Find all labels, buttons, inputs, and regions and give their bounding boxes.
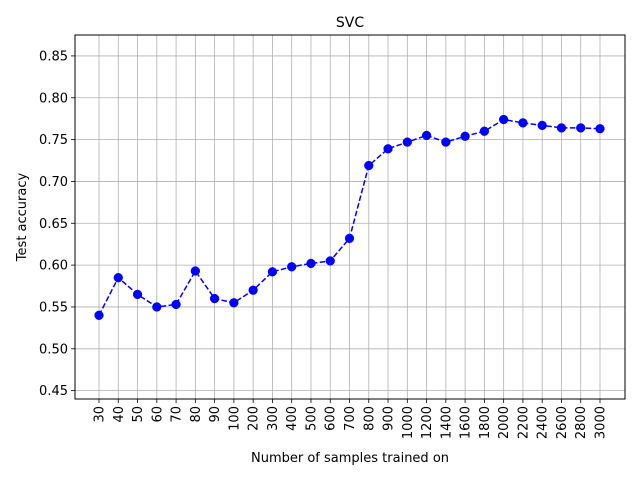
y-tick-label: 0.80 [39,91,68,106]
data-point [518,118,528,128]
x-tick-label: 80 [189,406,204,423]
x-tick-label: 400 [285,406,300,431]
data-point [152,302,162,312]
y-tick-label: 0.60 [39,259,68,274]
x-tick-label: 30 [93,406,108,423]
data-point [190,266,200,276]
x-tick-label: 700 [343,406,358,431]
x-tick-label: 2000 [497,406,512,439]
data-point [595,124,605,134]
data-point [441,137,451,147]
y-axis-title: Test accuracy [15,173,30,263]
x-tick-label: 70 [170,406,185,423]
x-tick-label: 2400 [536,406,551,439]
x-tick-label: 600 [324,406,339,431]
data-point [248,285,258,295]
data-point [499,114,509,125]
data-point [537,120,547,131]
data-point [287,262,297,272]
y-tick-label: 0.50 [39,342,68,357]
x-tick-label: 90 [208,406,223,423]
y-tick-label: 0.85 [39,49,68,64]
data-point [113,273,123,283]
x-tick-label: 100 [227,406,242,431]
data-point [479,126,490,136]
data-point [460,131,470,141]
plot-frame [74,34,626,400]
data-point [132,289,143,300]
x-tick-label: 1400 [439,406,454,439]
x-tick-label: 60 [150,406,165,423]
data-point [209,293,220,304]
x-axis-title: Number of samples trained on [251,451,449,466]
data-point [94,310,104,320]
data-point [364,160,374,171]
x-tick-label: 1000 [401,406,416,439]
chart-title: SVC [336,15,364,31]
data-point [267,267,278,277]
y-tick-label: 0.45 [39,384,68,399]
x-tick-label: 300 [266,406,281,431]
x-tick-label: 2800 [574,406,589,439]
y-tick-label: 0.70 [39,175,68,190]
data-point [576,123,586,133]
x-axis: 30 40 50 60 70 80 90 100 200 300 400 500 600 700 800 90… [93,399,609,439]
x-tick-label: 200 [247,406,262,431]
x-tick-label: 50 [131,406,146,423]
x-tick-label: 40 [112,406,127,423]
grid [75,35,625,399]
x-tick-label: 1200 [420,406,435,439]
y-tick-label: 0.75 [39,133,68,148]
data-point [306,258,316,269]
x-tick-label: 1800 [478,406,493,439]
x-tick-label: 2200 [516,406,531,439]
data-point [383,144,393,154]
series-markers [94,114,605,320]
data-point [421,130,432,141]
x-tick-label: 1600 [459,406,474,439]
y-axis: 0.45 0.50 0.55 0.60 0.65 0.70 0.75 0.80 0.85 [39,49,75,399]
x-tick-label: 500 [304,406,319,431]
data-point [556,123,567,133]
y-tick-label: 0.65 [39,217,68,232]
x-tick-label: 800 [362,406,377,431]
data-point [171,299,181,310]
x-tick-label: 2600 [555,406,570,439]
y-tick-label: 0.55 [39,300,68,315]
data-point [344,233,355,243]
data-point [325,256,335,266]
x-tick-label: 3000 [594,406,609,439]
x-tick-label: 900 [382,406,397,431]
data-point [229,298,239,308]
data-point [402,137,412,147]
